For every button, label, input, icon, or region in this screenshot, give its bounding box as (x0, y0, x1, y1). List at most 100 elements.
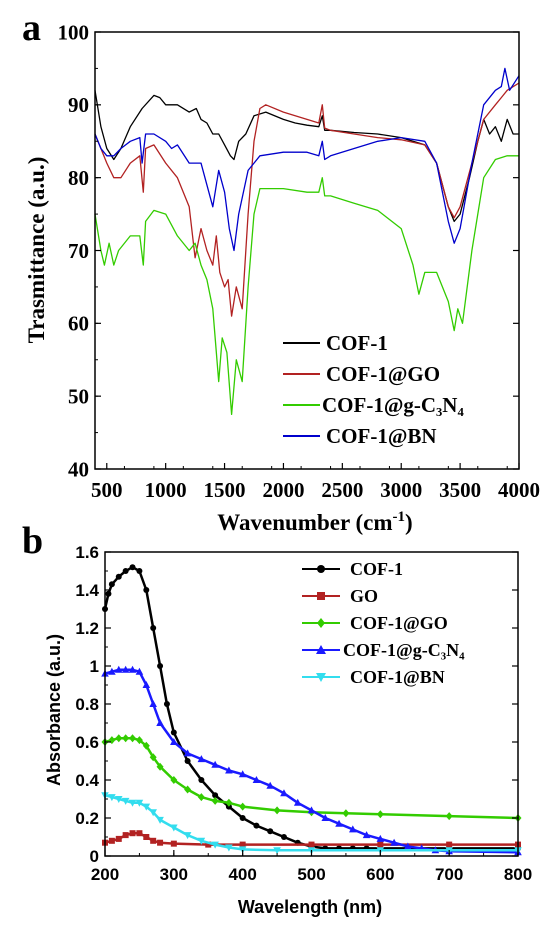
legend-b-marker-cof-1-bn (316, 673, 326, 682)
panel-b-point-cof-1-bn (197, 837, 206, 845)
panel-b-point-cof-1-bn (142, 803, 151, 811)
panel-b-point-cof-1 (129, 564, 136, 571)
panel-b-point-cof-1-bn (211, 841, 219, 849)
panel-b-point-go (377, 841, 384, 848)
panel-b-point-cof-1-g-c3n4 (183, 749, 192, 757)
legend-b-marker-cof-1-go (317, 618, 325, 628)
panel-a-y-tick-label-0: 40 (68, 457, 89, 481)
panel-b-point-cof-1-go (122, 734, 130, 743)
panel-b-point-cof-1-g-c3n4 (197, 755, 206, 763)
panel-a-y-tick-label-2: 60 (68, 312, 89, 336)
panel-a-x-tick-label-1000: 1000 (145, 478, 187, 502)
panel-b-x-tick-label-800: 800 (504, 865, 532, 884)
legend-b-label-cof1-go: COF-1@GO (350, 613, 448, 633)
panel-a-series-cof-1-bn (94, 67, 520, 252)
panel-b-ticks: 200 300 400 500 600 700 800 0 0.2 0.4 0.6 0.8 1 1.2 1.… (75, 543, 532, 884)
panel-b-point-cof-1 (108, 581, 115, 588)
panel-b-point-go (239, 841, 246, 848)
panel-b-point-cof-1-go (376, 810, 384, 819)
panel-a-y-tick-label-4: 80 (68, 166, 89, 190)
panel-b-point-go (446, 841, 453, 848)
legend-a-label-cof1: COF-1 (326, 331, 388, 355)
panel-b-y-tick-label-2: 0.4 (75, 771, 99, 790)
panel-b-point-go (157, 839, 164, 846)
panel-b: b 200 300 400 500 600 700 800 0 0.2 0.4 0.6 0.8 1 1.2… (22, 520, 532, 917)
panel-b-point-go (115, 835, 122, 842)
panel-b-point-cof-1-go (342, 809, 350, 818)
panel-b-point-cof-1-go (108, 736, 116, 745)
panel-a-x-tick-label-3000: 3000 (380, 478, 422, 502)
panel-a-series-cof-1-go (94, 82, 520, 317)
panel-b-y-tick-label-4: 0.8 (75, 695, 99, 714)
panel-b-point-cof-1 (239, 815, 246, 821)
panel-b-point-cof-1-g-c3n4 (307, 806, 316, 814)
panel-b-point-cof-1-go (142, 741, 150, 750)
panel-b-y-tick-label-8: 1.6 (75, 543, 99, 562)
legend-a-label-cof1-bn: COF-1@BN (326, 424, 437, 448)
panel-b-series-cof-1-go (104, 736, 519, 820)
panel-b-point-cof-1-g-c3n4 (252, 776, 261, 783)
panel-b-point-cof-1-go (135, 736, 143, 745)
panel-b-x-tick-label-600: 600 (366, 865, 394, 884)
panel-b-point-cof-1 (170, 729, 177, 736)
panel-a-x-tick-label-3500: 3500 (439, 478, 481, 502)
panel-a-legend: COF-1 COF-1@GO COF-1@g-C₃N₄ COF-1@BN (283, 331, 464, 448)
panel-a-x-tick-label-2500: 2500 (321, 478, 363, 502)
panel-b-y-tick-label-0: 0 (90, 847, 99, 866)
legend-a-label-cof1-go: COF-1@GO (326, 362, 440, 386)
panel-b-point-cof-1-bn (183, 832, 192, 840)
panel-b-point-cof-1 (212, 792, 219, 799)
panel-b-point-cof-1-go (129, 734, 137, 743)
panel-b-point-cof-1 (115, 573, 122, 580)
legend-b-label-go: GO (350, 586, 378, 606)
legend-b-marker-go (317, 592, 325, 600)
panel-b-point-cof-1-g-c3n4 (114, 665, 123, 673)
panel-b-y-axis-label: Absorbance (a.u.) (44, 634, 64, 786)
panel-b-point-cof-1 (150, 625, 157, 631)
panel-b-point-go (170, 840, 177, 847)
panel-b-point-cof-1-g-c3n4 (142, 681, 151, 688)
panel-b-point-cof-1-go (149, 753, 157, 762)
panel-b-point-cof-1-g-c3n4 (225, 766, 233, 774)
panel-b-point-cof-1-go (184, 785, 192, 794)
panel-b-point-go (108, 837, 115, 844)
panel-b-point-cof-1 (280, 834, 287, 840)
panel-b-point-cof-1-g-c3n4 (108, 667, 116, 675)
panel-b-point-cof-1-bn (156, 816, 164, 824)
panel-b-series-group (101, 564, 522, 856)
panel-a-y-tick-label-1: 50 (68, 385, 89, 409)
panel-b-point-cof-1-g-c3n4 (135, 667, 144, 675)
panel-b-x-tick-label-500: 500 (297, 865, 325, 884)
panel-b-point-go (136, 830, 143, 837)
panel-b-point-cof-1-g-c3n4 (321, 814, 330, 821)
panel-a-series-group (94, 67, 520, 416)
panel-b-point-cof-1-g-c3n4 (376, 834, 385, 842)
panel-b-y-tick-label-5: 1 (90, 657, 99, 676)
legend-b-marker-cof-1-g-c3n4 (316, 645, 326, 654)
panel-b-point-go (308, 841, 315, 848)
panel-a-x-tick-label-4000: 4000 (498, 478, 540, 502)
panel-b-point-cof-1-bn (128, 799, 137, 807)
panel-b-point-cof-1-g-c3n4 (266, 781, 274, 789)
panel-b-series-cof-1 (103, 565, 518, 850)
panel-a-letter: a (22, 7, 41, 49)
panel-b-point-cof-1-g-c3n4 (170, 738, 178, 745)
panel-b-y-tick-label-1: 0.2 (75, 809, 99, 828)
panel-b-point-cof-1-g-c3n4 (362, 831, 371, 839)
panel-b-x-tick-label-400: 400 (228, 865, 256, 884)
panel-b-point-cof-1-go (197, 793, 205, 802)
panel-a-x-tick-label-1500: 1500 (204, 478, 246, 502)
panel-b-x-tick-label-200: 200 (91, 865, 119, 884)
panel-b-point-cof-1-bn (121, 797, 130, 805)
panel-a-y-tick-label-3: 70 (68, 239, 89, 263)
panel-b-point-cof-1-go (239, 802, 247, 811)
panel-b-letter: b (22, 520, 43, 562)
panel-b-point-go (143, 834, 150, 840)
panel-a-series-cof-1-g-c3n4 (94, 155, 519, 416)
panel-a-y-tick-label-6: 100 (58, 20, 90, 44)
legend-b-marker-cof-1 (317, 565, 325, 573)
panel-b-point-cof-1-go (225, 798, 233, 807)
panel-b-point-cof-1-bn (114, 796, 123, 803)
panel-b-point-cof-1 (157, 663, 164, 669)
